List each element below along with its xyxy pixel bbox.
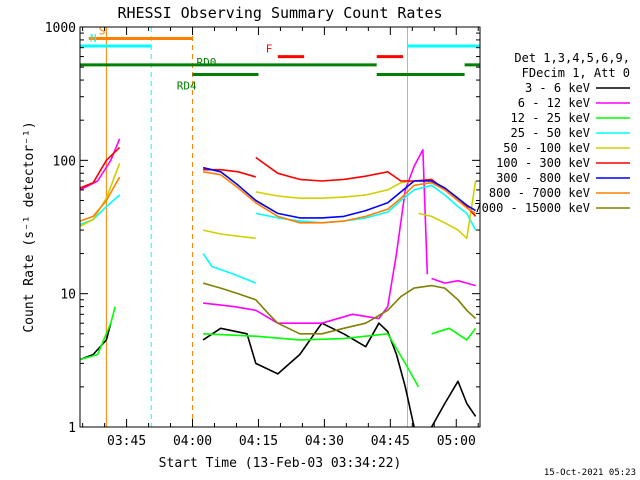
legend: Det 1,3,4,5,6,9, FDecim 1, Att 0 3 - 6 k…	[474, 51, 630, 215]
x-tick-label: 04:00	[173, 434, 212, 449]
y-tick-label: 1000	[45, 21, 76, 36]
series-line	[79, 176, 121, 222]
series-line	[202, 171, 477, 224]
legend-label: 12 - 25 keV	[511, 111, 590, 125]
series-line	[431, 327, 477, 341]
series-7000-15000-kev	[202, 282, 477, 335]
mode-bar-label: S	[99, 24, 106, 37]
series-300-800-kev	[202, 166, 477, 219]
x-axis-label: Start Time (13-Feb-03 03:34:22)	[159, 456, 402, 471]
series-100-300-kev	[79, 146, 477, 217]
series-50-100-kev	[79, 163, 477, 240]
y-axis-label: Count Rate (s⁻¹ detector⁻¹)	[22, 121, 37, 332]
legend-label: 100 - 300 keV	[496, 156, 590, 170]
x-tick-label: 04:45	[371, 434, 410, 449]
series-800-7000-kev	[79, 171, 477, 224]
series-25-50-kev	[79, 184, 477, 284]
legend-header-line-1: Det 1,3,4,5,6,9,	[514, 51, 630, 65]
series-6-12-kev	[79, 138, 476, 325]
annotation-layer: SN F RD0 RD4	[80, 24, 481, 427]
series-line	[203, 149, 429, 325]
mode-bar-label: N	[90, 32, 97, 45]
y-tick-label: 100	[53, 154, 76, 169]
x-tick-label: 04:30	[305, 434, 344, 449]
legend-label: 800 - 7000 keV	[489, 186, 590, 200]
y-tick-label: 10	[60, 288, 76, 303]
series-layer	[79, 138, 477, 428]
series-line	[203, 332, 420, 388]
plot-frame	[79, 26, 481, 428]
legend-header-line-2: FDecim 1, Att 0	[522, 66, 630, 80]
series-line	[202, 229, 256, 240]
series-line	[202, 253, 257, 284]
series-line	[202, 322, 415, 428]
series-line	[79, 306, 116, 361]
x-tick-label: 03:45	[107, 434, 146, 449]
timestamp: 15-Oct-2021 05:23	[544, 468, 636, 478]
chart-title: RHESSI Observing Summary Count Rates	[117, 4, 442, 22]
series-line	[79, 194, 121, 226]
series-line	[255, 184, 477, 231]
series-line	[418, 180, 477, 240]
series-12-25-kev	[79, 306, 477, 388]
legend-label: 25 - 50 keV	[511, 126, 590, 140]
series-line	[79, 146, 121, 189]
legend-label: 3 - 6 keV	[525, 81, 590, 95]
series-line	[430, 380, 477, 428]
legend-label: 6 - 12 keV	[518, 96, 590, 110]
axes-layer: 1 10 100 1000 03:45 04:00 04:15 04:30 04:45 05:00	[45, 21, 480, 449]
series-line	[431, 277, 476, 287]
y-tick-label: 1	[68, 421, 76, 436]
x-tick-label: 04:15	[239, 434, 278, 449]
legend-label: 50 - 100 keV	[503, 141, 590, 155]
mode-bar-label: F	[266, 43, 273, 56]
x-tick-label: 05:00	[437, 434, 476, 449]
legend-label: 7000 - 15000 keV	[474, 201, 590, 215]
series-line	[255, 180, 415, 199]
mode-bar-label: RD4	[177, 80, 197, 93]
series-line	[202, 282, 477, 335]
series-line	[79, 138, 121, 191]
mode-bar-label: RD0	[196, 56, 216, 69]
series-line	[202, 166, 477, 219]
legend-label: 300 - 800 keV	[496, 171, 590, 185]
